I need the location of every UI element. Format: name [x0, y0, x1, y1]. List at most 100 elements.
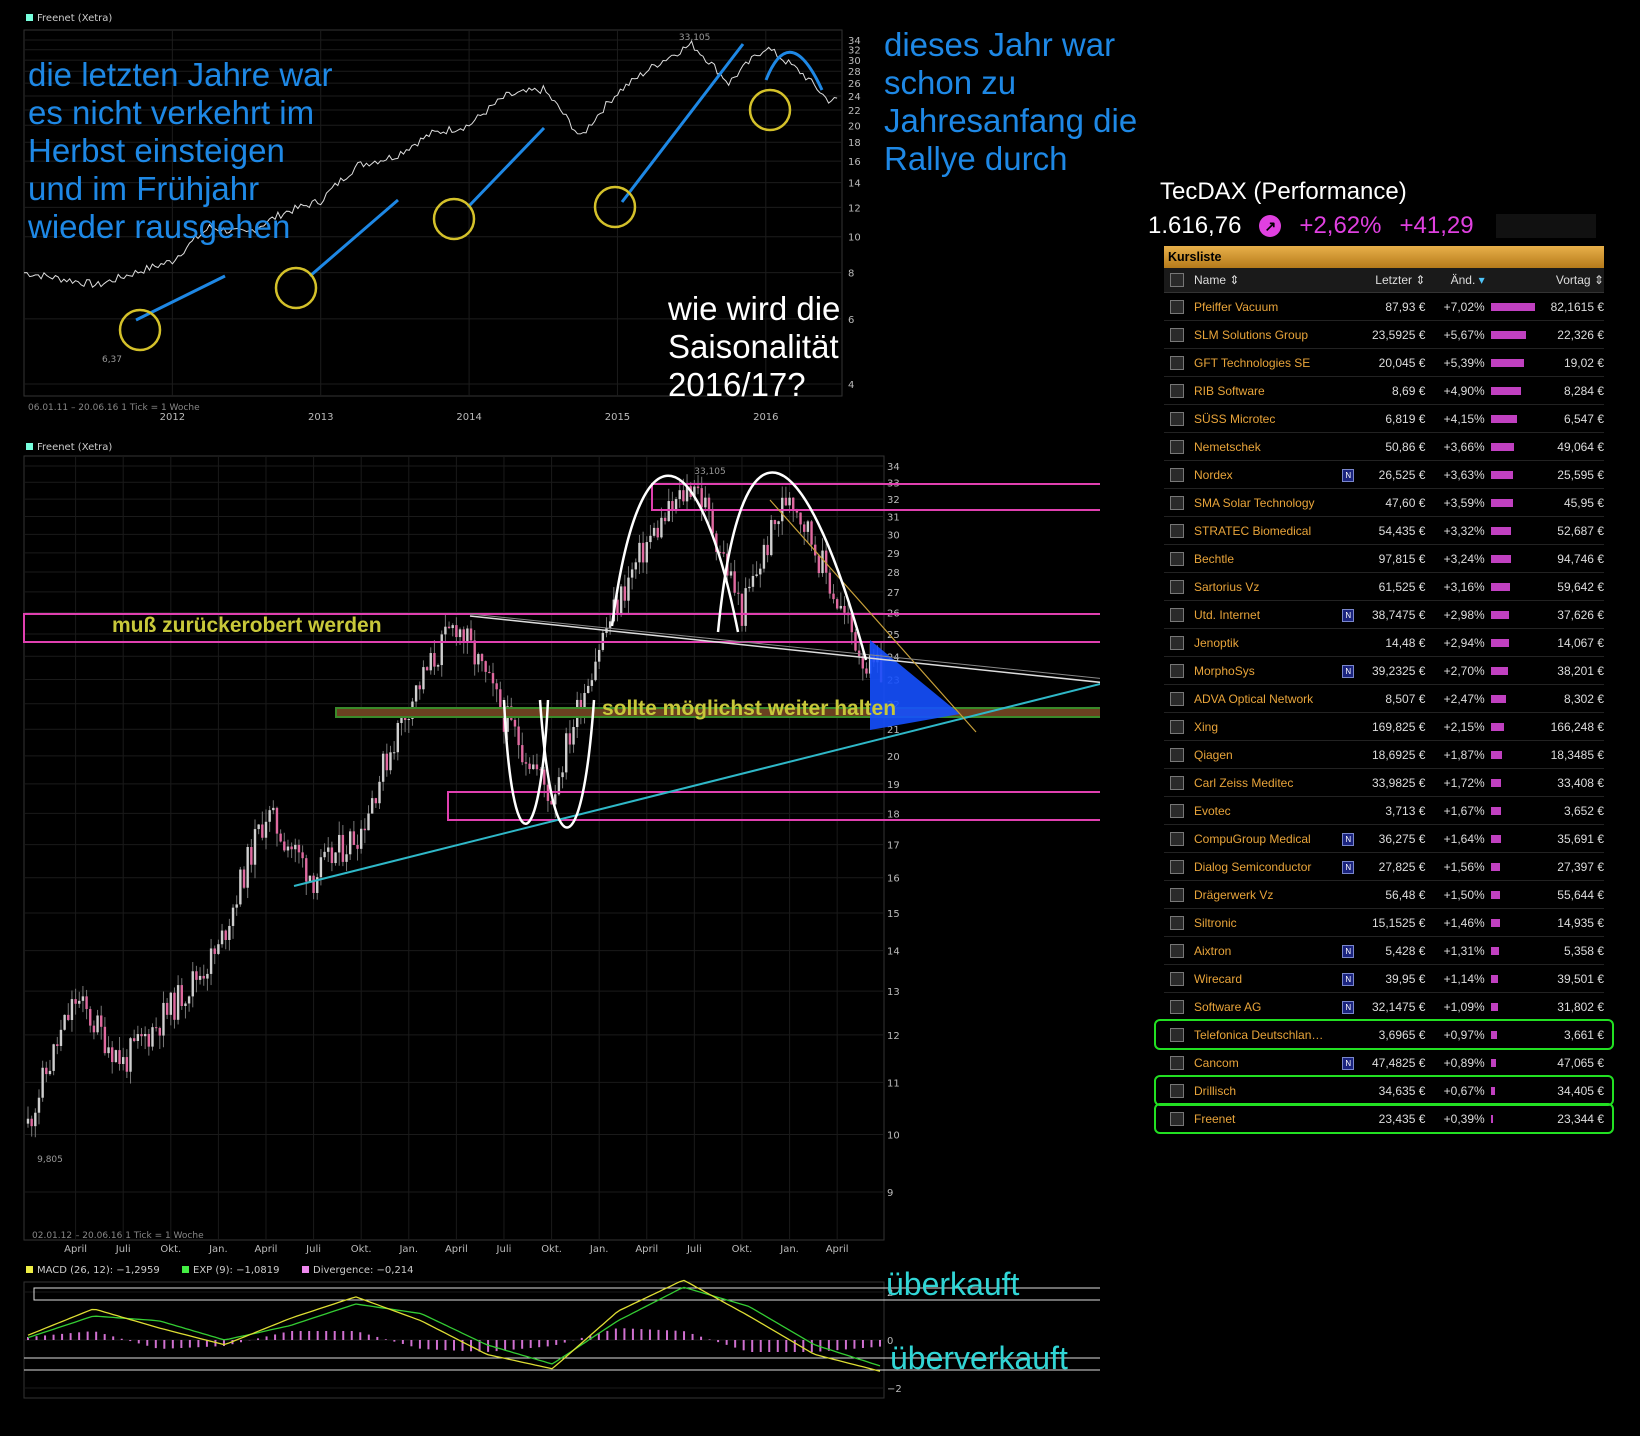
- table-row[interactable]: Aixtron N 5,428 € +1,31% 5,358 €: [1164, 937, 1604, 965]
- row-checkbox[interactable]: [1170, 579, 1184, 594]
- row-checkbox[interactable]: [1170, 831, 1184, 846]
- row-checkbox[interactable]: [1170, 411, 1184, 426]
- row-checkbox[interactable]: [1170, 747, 1184, 762]
- table-row[interactable]: Utd. Internet N 38,7475 € +2,98% 37,626 €: [1164, 601, 1604, 629]
- row-checkbox[interactable]: [1170, 1111, 1184, 1126]
- row-checkbox[interactable]: [1170, 355, 1184, 370]
- table-row[interactable]: Drägerwerk Vz 56,48 € +1,50% 55,644 €: [1164, 881, 1604, 909]
- stock-name-link[interactable]: SÜSS Microtec: [1194, 411, 1276, 426]
- col-prev[interactable]: Vortag ⇕: [1547, 273, 1604, 287]
- row-checkbox[interactable]: [1170, 523, 1184, 538]
- row-checkbox[interactable]: [1170, 915, 1184, 930]
- stock-name-link[interactable]: Cancom: [1194, 1055, 1239, 1070]
- row-checkbox[interactable]: [1170, 663, 1184, 678]
- news-icon[interactable]: N: [1342, 665, 1355, 678]
- table-row[interactable]: SÜSS Microtec 6,819 € +4,15% 6,547 €: [1164, 405, 1604, 433]
- table-row[interactable]: RIB Software 8,69 € +4,90% 8,284 €: [1164, 377, 1604, 405]
- stock-name-link[interactable]: Qiagen: [1194, 747, 1233, 762]
- stock-name-link[interactable]: Sartorius Vz: [1194, 579, 1260, 594]
- row-checkbox[interactable]: [1170, 803, 1184, 818]
- table-row[interactable]: Drillisch 34,635 € +0,67% 34,405 €: [1154, 1075, 1614, 1106]
- stock-name-link[interactable]: Jenoptik: [1194, 635, 1239, 650]
- news-icon[interactable]: N: [1342, 973, 1355, 986]
- row-checkbox[interactable]: [1170, 691, 1184, 706]
- row-checkbox[interactable]: [1170, 299, 1184, 314]
- row-checkbox[interactable]: [1170, 943, 1184, 958]
- row-checkbox[interactable]: [1170, 719, 1184, 734]
- table-row[interactable]: Wirecard N 39,95 € +1,14% 39,501 €: [1164, 965, 1604, 993]
- table-row[interactable]: GFT Technologies SE 20,045 € +5,39% 19,02 €: [1164, 349, 1604, 377]
- table-row[interactable]: Evotec 3,713 € +1,67% 3,652 €: [1164, 797, 1604, 825]
- row-checkbox[interactable]: [1170, 887, 1184, 902]
- news-icon[interactable]: N: [1342, 945, 1355, 958]
- stock-name-link[interactable]: Wirecard: [1194, 971, 1243, 986]
- table-row[interactable]: CompuGroup Medical N 36,275 € +1,64% 35,691 …: [1164, 825, 1604, 853]
- table-row[interactable]: Siltronic 15,1525 € +1,46% 14,935 €: [1164, 909, 1604, 937]
- table-row[interactable]: Carl Zeiss Meditec 33,9825 € +1,72% 33,408 …: [1164, 769, 1604, 797]
- stock-name-link[interactable]: Aixtron: [1194, 943, 1232, 958]
- stock-name-link[interactable]: Carl Zeiss Meditec: [1194, 775, 1294, 790]
- table-row[interactable]: Xing 169,825 € +2,15% 166,248 €: [1164, 713, 1604, 741]
- row-checkbox[interactable]: [1170, 999, 1184, 1014]
- table-row[interactable]: ADVA Optical Network 8,507 € +2,47% 8,302 €: [1164, 685, 1604, 713]
- stock-name-link[interactable]: SMA Solar Technology: [1194, 495, 1315, 510]
- select-all-checkbox[interactable]: [1170, 273, 1184, 287]
- table-row[interactable]: Nordex N 26,525 € +3,63% 25,595 €: [1164, 461, 1604, 489]
- row-checkbox[interactable]: [1170, 775, 1184, 790]
- stock-name-link[interactable]: Siltronic: [1194, 915, 1237, 930]
- stock-name-link[interactable]: Dialog Semiconductor: [1194, 859, 1312, 874]
- table-row[interactable]: Nemetschek 50,86 € +3,66% 49,064 €: [1164, 433, 1604, 461]
- news-icon[interactable]: N: [1342, 609, 1355, 622]
- table-row[interactable]: Software AG N 32,1475 € +1,09% 31,802 €: [1164, 993, 1604, 1021]
- news-icon[interactable]: N: [1342, 833, 1355, 846]
- stock-name-link[interactable]: Evotec: [1194, 803, 1231, 818]
- table-row[interactable]: Bechtle 97,815 € +3,24% 94,746 €: [1164, 545, 1604, 573]
- stock-name-link[interactable]: ADVA Optical Network: [1194, 691, 1314, 706]
- table-row[interactable]: Freenet 23,435 € +0,39% 23,344 €: [1154, 1103, 1614, 1134]
- table-row[interactable]: Jenoptik 14,48 € +2,94% 14,067 €: [1164, 629, 1604, 657]
- news-icon[interactable]: N: [1342, 1001, 1355, 1014]
- table-row[interactable]: Telefonica Deutschlan… 3,6965 € +0,97% 3,66…: [1154, 1019, 1614, 1050]
- table-row[interactable]: MorphoSys N 39,2325 € +2,70% 38,201 €: [1164, 657, 1604, 685]
- table-row[interactable]: SMA Solar Technology 47,60 € +3,59% 45,95 €: [1164, 489, 1604, 517]
- table-row[interactable]: Pfeiffer Vacuum 87,93 € +7,02% 82,1615 €: [1164, 293, 1604, 321]
- stock-name-link[interactable]: CompuGroup Medical: [1194, 831, 1311, 846]
- table-row[interactable]: Qiagen 18,6925 € +1,87% 18,3485 €: [1164, 741, 1604, 769]
- news-icon[interactable]: N: [1342, 469, 1355, 482]
- news-icon[interactable]: N: [1342, 861, 1355, 874]
- row-checkbox[interactable]: [1170, 327, 1184, 342]
- row-checkbox[interactable]: [1170, 971, 1184, 986]
- stock-name-link[interactable]: Utd. Internet: [1194, 607, 1261, 622]
- row-checkbox[interactable]: [1170, 1055, 1184, 1070]
- table-row[interactable]: Sartorius Vz 61,525 € +3,16% 59,642 €: [1164, 573, 1604, 601]
- stock-name-link[interactable]: SLM Solutions Group: [1194, 327, 1309, 342]
- stock-name-link[interactable]: Software AG: [1194, 999, 1262, 1014]
- row-checkbox[interactable]: [1170, 1027, 1184, 1042]
- table-row[interactable]: STRATEC Biomedical 54,435 € +3,32% 52,687 €: [1164, 517, 1604, 545]
- row-checkbox[interactable]: [1170, 607, 1184, 622]
- row-checkbox[interactable]: [1170, 439, 1184, 454]
- row-checkbox[interactable]: [1170, 467, 1184, 482]
- row-checkbox[interactable]: [1170, 635, 1184, 650]
- col-change[interactable]: Änd. ▾: [1425, 273, 1485, 287]
- col-name[interactable]: Name ⇕: [1194, 273, 1342, 287]
- row-checkbox[interactable]: [1170, 1083, 1184, 1098]
- table-row[interactable]: SLM Solutions Group 23,5925 € +5,67% 22,326…: [1164, 321, 1604, 349]
- news-icon[interactable]: N: [1342, 1057, 1355, 1070]
- col-last[interactable]: Letzter ⇕: [1356, 273, 1425, 287]
- stock-name-link[interactable]: Nemetschek: [1194, 439, 1261, 454]
- stock-name-link[interactable]: Pfeiffer Vacuum: [1194, 299, 1279, 314]
- row-checkbox[interactable]: [1170, 551, 1184, 566]
- row-checkbox[interactable]: [1170, 859, 1184, 874]
- table-row[interactable]: Cancom N 47,4825 € +0,89% 47,065 €: [1164, 1049, 1604, 1077]
- stock-name-link[interactable]: GFT Technologies SE: [1194, 355, 1311, 370]
- stock-name-link[interactable]: Bechtle: [1194, 551, 1235, 566]
- table-row[interactable]: Dialog Semiconductor N 27,825 € +1,56% 27,39…: [1164, 853, 1604, 881]
- stock-name-link[interactable]: MorphoSys: [1194, 663, 1255, 678]
- stock-name-link[interactable]: Nordex: [1194, 467, 1233, 482]
- stock-name-link[interactable]: Drägerwerk Vz: [1194, 887, 1274, 902]
- stock-name-link[interactable]: STRATEC Biomedical: [1194, 523, 1312, 538]
- row-checkbox[interactable]: [1170, 495, 1184, 510]
- stock-name-link[interactable]: RIB Software: [1194, 383, 1265, 398]
- row-checkbox[interactable]: [1170, 383, 1184, 398]
